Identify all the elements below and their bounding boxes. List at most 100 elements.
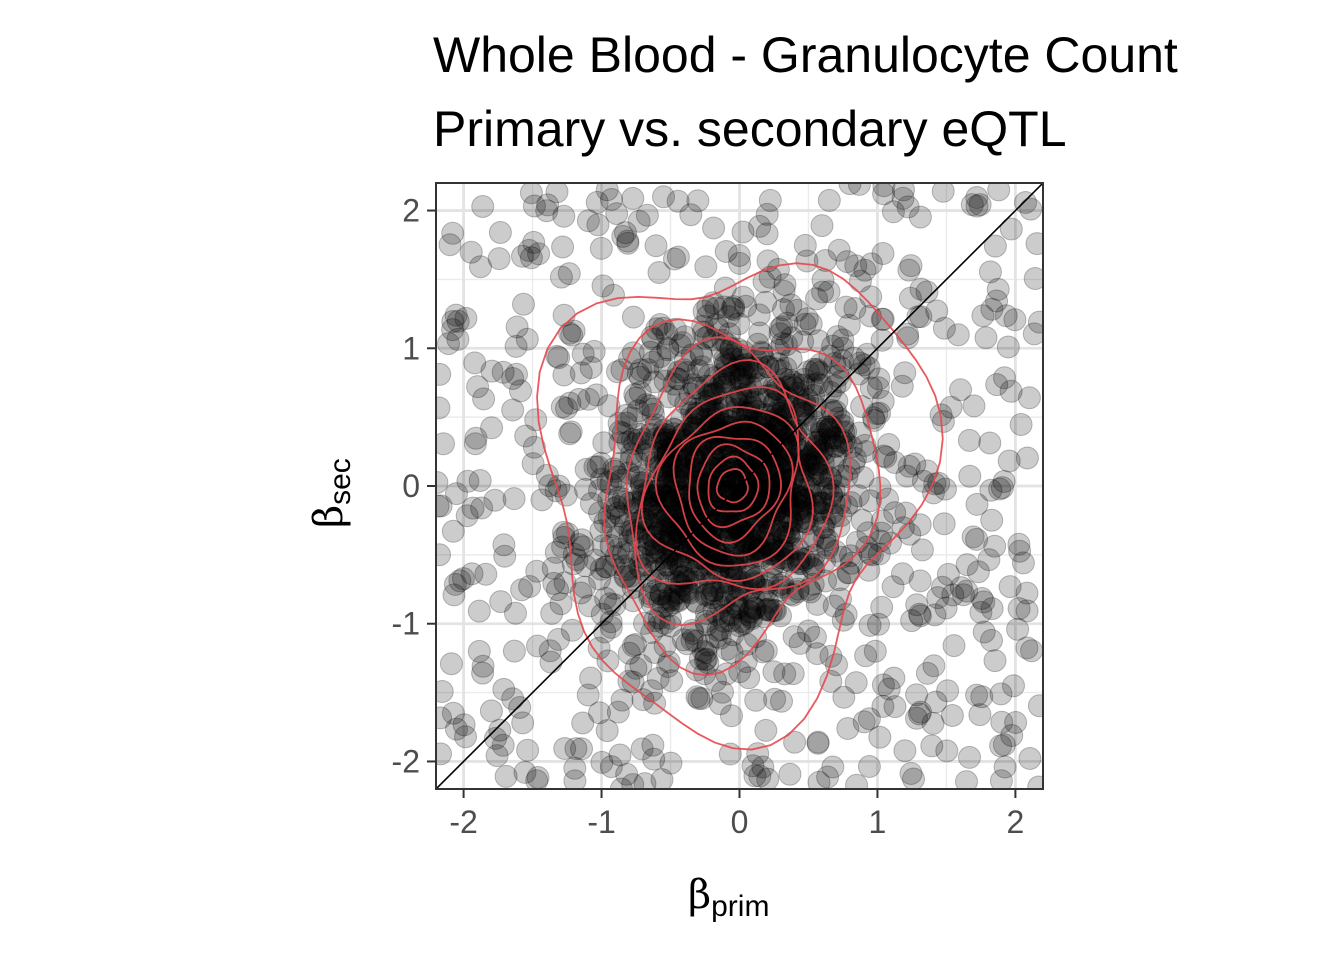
data-point (769, 604, 792, 628)
data-point (739, 441, 763, 465)
data-point (469, 255, 492, 279)
data-point (599, 615, 623, 639)
data-point (922, 654, 946, 678)
data-point (851, 465, 875, 489)
data-point (736, 459, 760, 483)
data-point (501, 398, 525, 422)
data-point (900, 609, 924, 633)
data-point (819, 644, 843, 668)
data-point (576, 683, 600, 707)
data-point (983, 234, 1007, 258)
data-point (441, 310, 465, 333)
data-point (616, 430, 640, 454)
data-point (772, 279, 796, 303)
data-point (594, 555, 618, 579)
data-point (642, 747, 666, 771)
data-point (621, 634, 645, 658)
data-point (983, 649, 1007, 673)
data-point (579, 356, 603, 380)
data-point (744, 625, 767, 649)
data-point (979, 478, 1003, 502)
data-point (706, 402, 730, 426)
data-point (940, 704, 964, 727)
data-point (806, 372, 829, 395)
data-point (593, 620, 617, 644)
data-point (805, 642, 829, 666)
data-point (785, 448, 809, 472)
data-point (741, 754, 765, 778)
data-point (742, 538, 766, 562)
data-point (742, 516, 766, 540)
data-point (538, 474, 562, 498)
data-point (844, 254, 868, 278)
data-point (653, 519, 677, 543)
data-point (688, 469, 711, 493)
data-point (620, 406, 644, 430)
data-point (752, 410, 776, 434)
data-point (592, 431, 616, 455)
data-point (535, 199, 559, 223)
data-point (805, 461, 829, 485)
data-point (946, 323, 970, 347)
data-point (980, 628, 1003, 652)
data-point (579, 492, 603, 515)
data-point (629, 358, 653, 382)
data-point (779, 293, 803, 317)
data-point (848, 269, 872, 293)
data-point (994, 304, 1018, 328)
data-point (728, 660, 752, 684)
data-point (574, 457, 598, 481)
data-point (538, 639, 562, 663)
density-contour-line (715, 468, 749, 504)
data-point (623, 633, 647, 656)
data-point (603, 576, 627, 600)
data-point (664, 581, 688, 605)
data-point (645, 521, 669, 545)
data-point (712, 470, 736, 494)
data-point (716, 429, 739, 453)
data-point (730, 346, 754, 370)
data-point (660, 547, 684, 570)
data-point (659, 588, 683, 612)
data-point (599, 755, 623, 779)
data-point (675, 361, 699, 384)
data-point (454, 725, 477, 749)
data-point (767, 467, 791, 491)
data-point (744, 688, 768, 712)
data-point (1007, 597, 1031, 621)
data-point (749, 356, 772, 380)
data-point (992, 470, 1016, 493)
data-point (720, 296, 744, 320)
data-point (645, 548, 669, 572)
data-point (764, 424, 788, 448)
data-point (664, 545, 687, 569)
data-point (640, 591, 664, 615)
data-point (852, 710, 876, 734)
scatter-points (436, 183, 1043, 789)
data-point (756, 427, 780, 451)
data-point (480, 416, 504, 440)
data-point (872, 183, 896, 206)
data-point (666, 189, 690, 213)
data-point (755, 222, 779, 246)
data-point (808, 422, 832, 446)
data-point (562, 319, 586, 343)
data-point (859, 376, 883, 400)
data-point (711, 571, 735, 594)
data-point (785, 298, 809, 322)
data-point (799, 312, 823, 336)
data-point (658, 511, 682, 535)
data-point (690, 355, 714, 379)
data-point (796, 388, 820, 411)
data-point (824, 444, 848, 468)
data-point (693, 648, 717, 672)
data-point (614, 403, 638, 427)
data-point (711, 339, 734, 363)
data-point (870, 328, 894, 352)
data-point (682, 376, 706, 400)
data-point (441, 701, 465, 725)
data-point (758, 188, 782, 212)
data-point (727, 412, 751, 436)
data-point (859, 285, 883, 309)
data-point (436, 706, 452, 730)
